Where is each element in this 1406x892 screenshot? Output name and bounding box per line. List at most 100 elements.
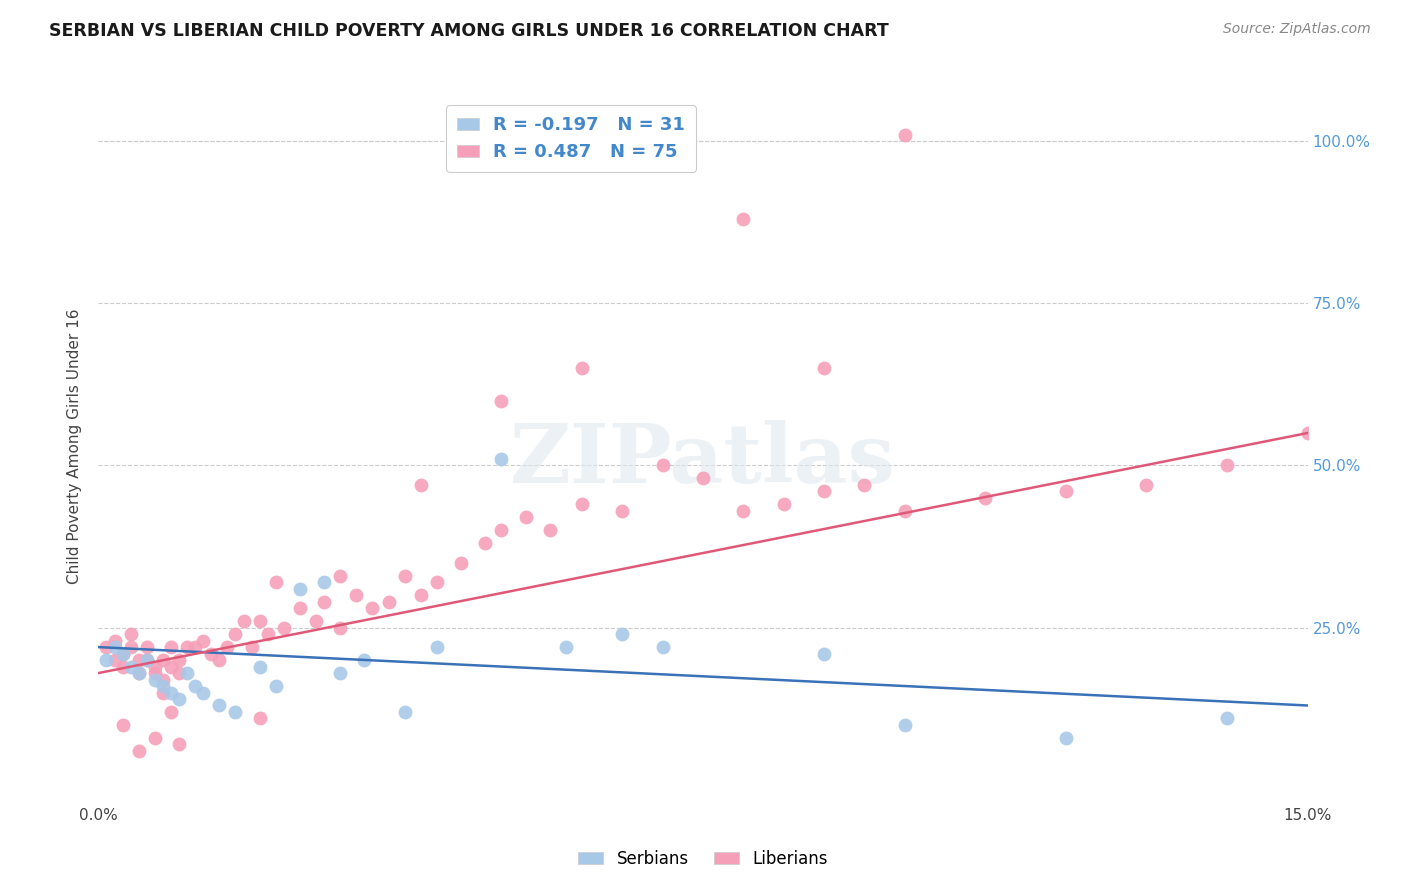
Point bbox=[208, 698, 231, 713]
Point bbox=[1216, 458, 1239, 473]
Point bbox=[152, 679, 174, 693]
Legend: R = -0.197   N = 31, R = 0.487   N = 75: R = -0.197 N = 31, R = 0.487 N = 75 bbox=[446, 105, 696, 172]
Point bbox=[555, 640, 578, 654]
Point bbox=[167, 738, 190, 752]
Point bbox=[474, 536, 496, 550]
Text: SERBIAN VS LIBERIAN CHILD POVERTY AMONG GIRLS UNDER 16 CORRELATION CHART: SERBIAN VS LIBERIAN CHILD POVERTY AMONG … bbox=[49, 22, 889, 40]
Point bbox=[249, 659, 271, 673]
Point bbox=[893, 504, 915, 518]
Point bbox=[409, 588, 432, 602]
Point bbox=[96, 640, 118, 654]
Point bbox=[772, 497, 794, 511]
Point bbox=[1054, 484, 1077, 499]
Point bbox=[1216, 711, 1239, 725]
Point bbox=[893, 718, 915, 732]
Point bbox=[893, 128, 915, 142]
Point bbox=[143, 666, 166, 681]
Point bbox=[733, 504, 755, 518]
Point bbox=[208, 653, 231, 667]
Point bbox=[491, 524, 513, 538]
Point bbox=[135, 653, 157, 667]
Point bbox=[305, 614, 328, 628]
Point bbox=[96, 653, 118, 667]
Point bbox=[264, 679, 287, 693]
Point bbox=[193, 633, 215, 648]
Point bbox=[344, 588, 367, 602]
Point bbox=[103, 640, 125, 654]
Point bbox=[111, 718, 134, 732]
Point bbox=[256, 627, 278, 641]
Point bbox=[692, 471, 714, 485]
Point bbox=[394, 568, 416, 582]
Point bbox=[120, 627, 142, 641]
Point bbox=[1296, 425, 1319, 440]
Point bbox=[176, 666, 198, 681]
Point bbox=[103, 653, 125, 667]
Point bbox=[571, 361, 593, 376]
Point bbox=[361, 601, 384, 615]
Point bbox=[491, 452, 513, 467]
Point bbox=[409, 478, 432, 492]
Point bbox=[143, 673, 166, 687]
Point bbox=[111, 659, 134, 673]
Text: ZIPatlas: ZIPatlas bbox=[510, 420, 896, 500]
Point bbox=[217, 640, 239, 654]
Point bbox=[160, 659, 183, 673]
Point bbox=[135, 640, 157, 654]
Point bbox=[450, 556, 472, 570]
Text: Source: ZipAtlas.com: Source: ZipAtlas.com bbox=[1223, 22, 1371, 37]
Point bbox=[200, 647, 222, 661]
Point bbox=[1135, 478, 1157, 492]
Point bbox=[651, 458, 673, 473]
Point bbox=[111, 647, 134, 661]
Point bbox=[813, 484, 835, 499]
Point bbox=[329, 621, 352, 635]
Point bbox=[111, 647, 134, 661]
Legend: Serbians, Liberians: Serbians, Liberians bbox=[572, 844, 834, 875]
Point bbox=[974, 491, 997, 505]
Point bbox=[249, 614, 271, 628]
Point bbox=[571, 497, 593, 511]
Point bbox=[329, 666, 352, 681]
Point bbox=[176, 640, 198, 654]
Y-axis label: Child Poverty Among Girls Under 16: Child Poverty Among Girls Under 16 bbox=[67, 309, 83, 583]
Point bbox=[167, 692, 190, 706]
Point bbox=[224, 705, 246, 719]
Point bbox=[813, 647, 835, 661]
Point bbox=[813, 361, 835, 376]
Point bbox=[538, 524, 561, 538]
Point bbox=[193, 685, 215, 699]
Point bbox=[288, 601, 311, 615]
Point bbox=[143, 659, 166, 673]
Point bbox=[288, 582, 311, 596]
Point bbox=[232, 614, 254, 628]
Point bbox=[167, 666, 190, 681]
Point bbox=[394, 705, 416, 719]
Point bbox=[353, 653, 375, 667]
Point bbox=[377, 595, 399, 609]
Point bbox=[128, 744, 150, 758]
Point bbox=[273, 621, 295, 635]
Point bbox=[733, 211, 755, 226]
Point bbox=[120, 659, 142, 673]
Point bbox=[103, 633, 125, 648]
Point bbox=[128, 666, 150, 681]
Point bbox=[167, 653, 190, 667]
Point bbox=[152, 685, 174, 699]
Point bbox=[853, 478, 876, 492]
Point bbox=[651, 640, 673, 654]
Point bbox=[152, 673, 174, 687]
Point bbox=[128, 666, 150, 681]
Point bbox=[184, 640, 207, 654]
Point bbox=[160, 685, 183, 699]
Point bbox=[314, 595, 336, 609]
Point bbox=[329, 568, 352, 582]
Point bbox=[240, 640, 263, 654]
Point bbox=[160, 640, 183, 654]
Point bbox=[249, 711, 271, 725]
Point bbox=[128, 653, 150, 667]
Point bbox=[426, 575, 449, 590]
Point bbox=[135, 653, 157, 667]
Point bbox=[491, 393, 513, 408]
Point bbox=[184, 679, 207, 693]
